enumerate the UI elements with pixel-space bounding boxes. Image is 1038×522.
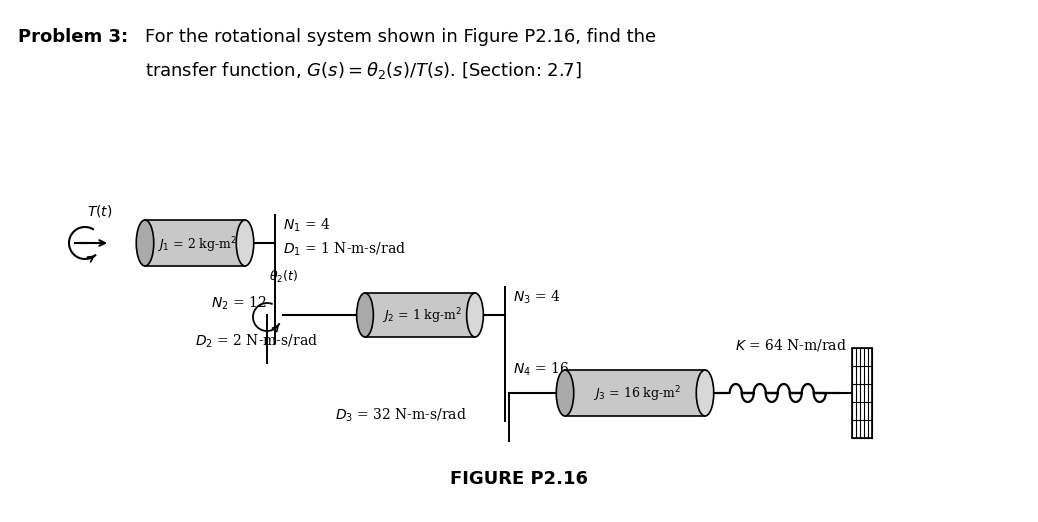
Bar — [365, 293, 475, 337]
Text: $N_2$ = 12: $N_2$ = 12 — [212, 295, 267, 312]
Text: For the rotational system shown in Figure P2.16, find the: For the rotational system shown in Figur… — [145, 28, 656, 46]
Text: $T(t)$: $T(t)$ — [87, 203, 112, 219]
Ellipse shape — [556, 370, 574, 416]
Text: $N_3$ = 4: $N_3$ = 4 — [513, 289, 561, 306]
Ellipse shape — [237, 220, 253, 266]
Text: $\theta_2(t)$: $\theta_2(t)$ — [269, 269, 298, 285]
Text: $K$ = 64 N-m/rad: $K$ = 64 N-m/rad — [735, 337, 847, 353]
Ellipse shape — [357, 293, 374, 337]
Text: $D_2$ = 2 N-m-s/rad: $D_2$ = 2 N-m-s/rad — [195, 333, 318, 350]
Text: $N_1$ = 4: $N_1$ = 4 — [283, 217, 330, 234]
Text: $D_1$ = 1 N-m-s/rad: $D_1$ = 1 N-m-s/rad — [283, 241, 406, 258]
Ellipse shape — [696, 370, 714, 416]
Ellipse shape — [136, 220, 154, 266]
Text: $D_3$ = 32 N-m-s/rad: $D_3$ = 32 N-m-s/rad — [335, 407, 467, 424]
Text: $J_2$ = 1 kg-m$^2$: $J_2$ = 1 kg-m$^2$ — [382, 306, 462, 326]
Text: $J_3$ = 16 kg-m$^2$: $J_3$ = 16 kg-m$^2$ — [593, 384, 681, 404]
Bar — [565, 370, 705, 416]
Text: transfer function, $G(s) = \theta_2(s)/T(s)$. [Section: 2.7]: transfer function, $G(s) = \theta_2(s)/T… — [145, 60, 581, 81]
Bar — [145, 220, 245, 266]
Bar — [852, 348, 872, 438]
Text: FIGURE P2.16: FIGURE P2.16 — [450, 470, 588, 488]
Text: Problem 3:: Problem 3: — [18, 28, 128, 46]
Text: $J_1$ = 2 kg-m$^2$: $J_1$ = 2 kg-m$^2$ — [157, 235, 238, 255]
Ellipse shape — [467, 293, 484, 337]
Text: $N_4$ = 16: $N_4$ = 16 — [513, 361, 569, 378]
